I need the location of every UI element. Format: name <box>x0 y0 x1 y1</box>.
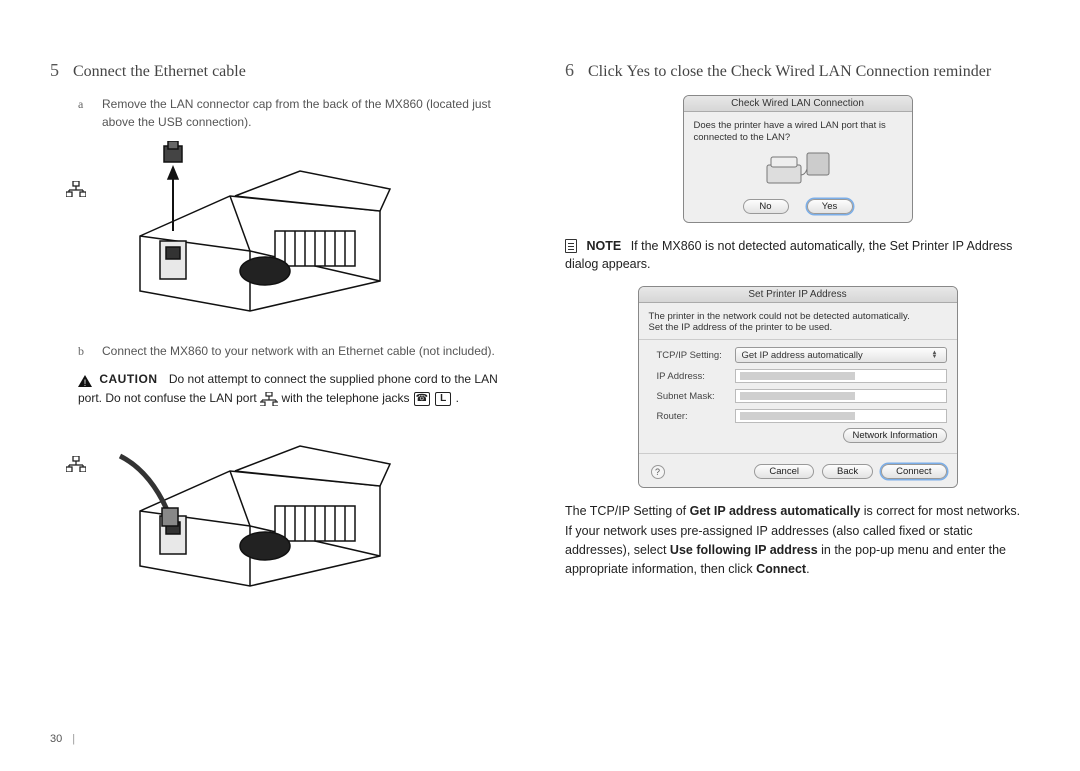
connect-button[interactable]: Connect <box>881 464 946 479</box>
right-column: 6 Click Yes to close the Check Wired LAN… <box>565 60 1030 617</box>
subnet-field[interactable] <box>735 389 947 403</box>
caution-text-part2: with the telephone jacks <box>281 391 412 405</box>
step-6-heading: 6 Click Yes to close the Check Wired LAN… <box>565 60 1030 81</box>
para-b1: Get IP address automatically <box>690 504 861 518</box>
step6-bold: Yes <box>627 63 650 80</box>
svg-text:!: ! <box>84 378 87 387</box>
step-title-6: Click Yes to close the Check Wired LAN C… <box>588 63 991 81</box>
dialog-set-printer-ip: Set Printer IP Address The printer in th… <box>638 286 958 488</box>
dialog2-title: Set Printer IP Address <box>639 287 957 303</box>
para-t4: . <box>806 562 809 576</box>
subnet-label: Subnet Mask: <box>649 391 729 402</box>
caution-label: CAUTION <box>99 372 157 386</box>
substep-b-text: Connect the MX860 to your network with a… <box>102 342 515 360</box>
caution-block: ! CAUTION Do not attempt to connect the … <box>78 370 515 408</box>
dialog1-no-button[interactable]: No <box>743 199 789 214</box>
substep-b-letter: b <box>78 342 88 360</box>
dialog1-illustration <box>763 151 833 189</box>
substep-b: b Connect the MX860 to your network with… <box>78 342 515 360</box>
substep-a-text: Remove the LAN connector cap from the ba… <box>102 95 515 131</box>
substep-a-letter: a <box>78 95 88 131</box>
step-number-5: 5 <box>50 60 59 81</box>
network-icon-2 <box>66 456 86 472</box>
network-icon <box>66 181 86 197</box>
router-field[interactable] <box>735 409 947 423</box>
note-label: NOTE <box>586 239 621 253</box>
step6-text-1: Click <box>588 63 627 80</box>
dialog1-body-text: Does the printer have a wired LAN port t… <box>694 120 902 145</box>
phone-jack-icon-2: L <box>435 392 451 406</box>
network-info-button[interactable]: Network Information <box>843 428 946 443</box>
left-column: 5 Connect the Ethernet cable a Remove th… <box>50 60 515 617</box>
para-t1: The TCP/IP Setting of <box>565 504 690 518</box>
substep-a: a Remove the LAN connector cap from the … <box>78 95 515 131</box>
router-label: Router: <box>649 411 729 422</box>
caution-text-part3: . <box>456 391 459 405</box>
page-number: 30| <box>50 733 75 745</box>
tcpip-paragraph: The TCP/IP Setting of Get IP address aut… <box>565 502 1030 580</box>
dropdown-arrows-icon: ▲▼ <box>930 351 940 359</box>
lan-port-icon <box>260 392 278 406</box>
ip-label: IP Address: <box>649 371 729 382</box>
para-b3: Connect <box>756 562 806 576</box>
dialog1-title: Check Wired LAN Connection <box>684 96 912 112</box>
dialog-check-wired-lan: Check Wired LAN Connection Does the prin… <box>683 95 913 223</box>
dialog2-intro2: Set the IP address of the printer to be … <box>649 322 947 333</box>
printer-illustration-2 <box>100 416 400 596</box>
step-number-6: 6 <box>565 60 574 81</box>
para-b2: Use following IP address <box>670 543 818 557</box>
note-block: NOTE If the MX860 is not detected automa… <box>565 237 1030 275</box>
step-title-5: Connect the Ethernet cable <box>73 63 246 81</box>
ip-field[interactable] <box>735 369 947 383</box>
step6-text-2: to close the Check Wired LAN Connection … <box>650 63 991 80</box>
note-text: If the MX860 is not detected automatical… <box>565 239 1012 272</box>
tcpip-value: Get IP address automatically <box>742 350 863 361</box>
figure-remove-cap <box>100 141 515 326</box>
tcpip-label: TCP/IP Setting: <box>649 350 729 361</box>
page-number-value: 30 <box>50 733 62 745</box>
cancel-button[interactable]: Cancel <box>754 464 814 479</box>
note-icon <box>565 239 577 253</box>
help-button[interactable]: ? <box>651 465 665 479</box>
tcpip-dropdown[interactable]: Get IP address automatically ▲▼ <box>735 347 947 363</box>
dialog2-intro1: The printer in the network could not be … <box>649 311 947 322</box>
phone-jack-icon-1: ☎ <box>414 392 430 406</box>
step-5-heading: 5 Connect the Ethernet cable <box>50 60 515 81</box>
printer-illustration-1 <box>100 141 400 321</box>
dialog1-yes-button[interactable]: Yes <box>807 199 853 214</box>
warning-icon: ! <box>78 374 92 386</box>
back-button[interactable]: Back <box>822 464 873 479</box>
figure-connect-cable <box>100 416 515 601</box>
